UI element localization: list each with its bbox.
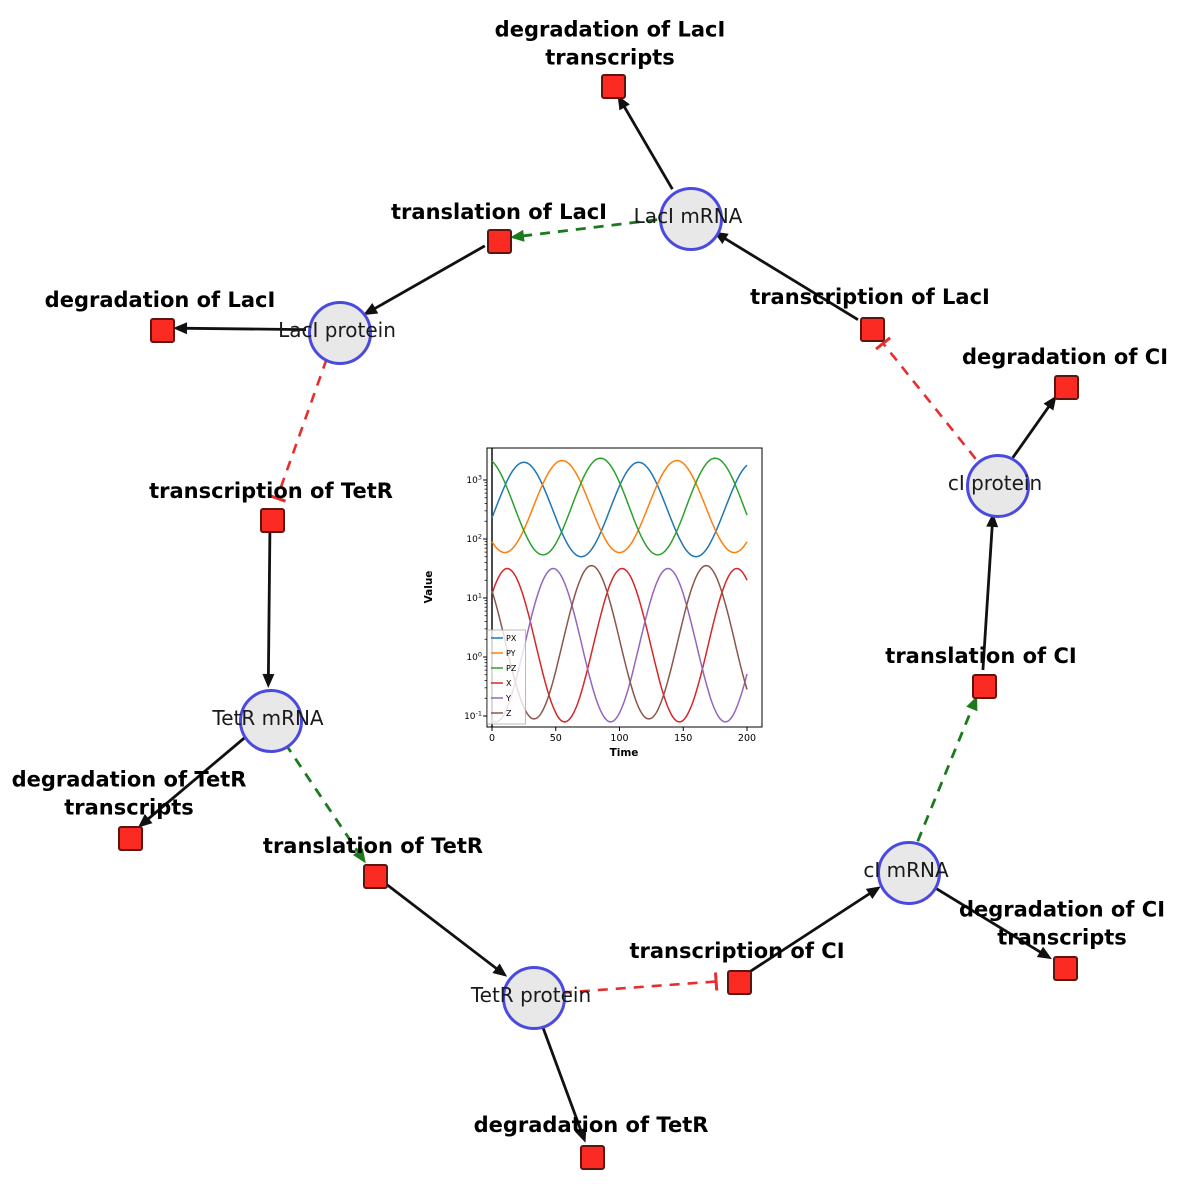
species-node-laci-protein [308,301,372,365]
species-label-tetr-mrna: TetR mRNA [212,706,324,730]
species-label-tetr-protein: TetR protein [470,983,592,1007]
edge-tetr-mrna-to-deg-tetr-transcripts [137,736,246,828]
edge-laci-protein-to-deg-laci [173,322,307,335]
series-line-PY [491,459,748,554]
chart-content: 0 50 100 150 200 10-1 100 101 102 103 PX PY PZ XYZ [464,447,763,744]
edge-ci-mrna-to-translation-ci [916,695,978,842]
reaction-label-translation-tetr: translation of TetR [262,834,484,859]
edge-ci-protein-to-deg-ci [1011,395,1057,459]
edges-group [137,95,1057,1143]
edge-transcription-tetr-to-tetr-mrna [262,531,275,688]
time-series-inset: 0 50 100 150 200 10-1 100 101 102 103 PX PY PZ X Y Z Ti… [423,436,823,776]
edge-tetr-protein-to-transcription-ci [561,972,719,994]
edge-laci-mrna-to-deg-laci-transcripts [617,95,674,190]
species-label-laci-protein: LacI protein [278,318,396,342]
reaction-label-deg-tetr-transcripts: degradation of TetR transcripts [11,767,247,819]
svg-text:10-1: 10-1 [464,710,482,723]
legend-box [487,629,526,725]
reaction-label-deg-tetr: degradation of TetR [473,1113,709,1138]
reaction-node-deg-ci-transcripts [1052,955,1078,981]
reaction-node-deg-laci-transcripts [600,73,626,99]
legend: PX PY PZ XYZ [487,629,526,725]
svg-text:200: 200 [738,733,756,744]
reaction-node-deg-laci [149,317,175,343]
series-line-PX [491,461,748,558]
reaction-label-translation-ci: translation of CI [885,644,1077,669]
svg-text:101: 101 [466,592,482,605]
svg-text:100: 100 [610,733,628,744]
series-curves [491,457,748,723]
edge-transcription-ci-to-ci-mrna [747,886,881,974]
y-axis-label: Value [423,571,435,604]
legend-label-PX: PX [506,634,517,643]
reaction-label-deg-ci-transcripts: degradation of CI transcripts [958,897,1166,949]
species-label-ci-protein: cI protein [947,471,1043,495]
svg-text:100: 100 [466,651,482,664]
reaction-node-translation-ci [971,673,997,699]
edge-translation-tetr-to-tetr-protein [383,881,508,977]
series-line-Z [491,564,748,720]
edge-laci-mrna-to-translation-laci [509,218,658,242]
x-axis-label: Time [610,747,639,759]
species-node-laci-mrna [659,187,723,251]
svg-text:103: 103 [466,474,482,487]
reaction-label-deg-laci-transcripts: degradation of LacI transcripts [494,17,726,69]
svg-text:150: 150 [674,733,692,744]
svg-text:50: 50 [550,733,562,744]
species-node-ci-mrna [877,841,941,905]
legend-label-PZ: PZ [506,664,517,673]
reaction-node-deg-tetr-transcripts [117,825,143,851]
reaction-node-translation-laci [486,228,512,254]
edge-tetr-protein-to-deg-tetr [540,1023,587,1143]
x-axis-ticks: 0 50 100 150 200 [489,727,756,744]
reaction-node-transcription-laci [859,316,885,342]
edge-translation-laci-to-laci-protein [363,244,486,316]
edge-ci-protein-to-transcription-laci [875,336,977,460]
species-node-tetr-protein [502,966,566,1030]
species-label-ci-mrna: cI mRNA [863,858,949,882]
reaction-node-transcription-ci [726,969,752,995]
reaction-label-transcription-tetr: transcription of TetR [149,479,393,504]
legend-label-X: X [506,679,512,688]
reaction-label-deg-laci: degradation of LacI [44,288,276,313]
reaction-label-translation-laci: translation of LacI [391,200,607,225]
reaction-node-transcription-tetr [259,507,285,533]
reaction-node-translation-tetr [362,863,388,889]
reaction-node-deg-ci [1053,374,1079,400]
edge-tetr-mrna-to-translation-tetr [284,742,366,864]
edge-translation-ci-to-ci-protein [981,512,999,671]
axes-box [486,447,763,728]
y-axis-ticks: 10-1 100 101 102 103 [464,474,487,723]
species-node-tetr-mrna [239,689,303,753]
reaction-label-transcription-laci: transcription of LacI [750,285,990,310]
reaction-label-deg-ci: degradation of CI [961,345,1169,370]
svg-text:102: 102 [466,533,482,546]
species-node-ci-protein [966,454,1030,518]
species-label-laci-mrna: LacI mRNA [633,204,743,228]
reaction-node-deg-tetr [579,1144,605,1170]
legend-label-Y: Y [505,694,511,703]
time-series-chart: 0 50 100 150 200 10-1 100 101 102 103 PX PY PZ XYZ Ti… [423,447,763,759]
edge-ci-mrna-to-deg-ci-transcripts [931,885,1052,960]
series-line-X [491,567,748,723]
legend-label-Z: Z [506,709,512,718]
svg-text:0: 0 [489,733,495,744]
edge-transcription-laci-to-laci-mrna [713,231,859,321]
reaction-label-transcription-ci: transcription of CI [629,939,845,964]
legend-label-PY: PY [506,649,516,658]
series-line-PZ [491,457,748,556]
edge-laci-protein-to-transcription-tetr [268,358,328,503]
series-line-Y [491,567,748,723]
